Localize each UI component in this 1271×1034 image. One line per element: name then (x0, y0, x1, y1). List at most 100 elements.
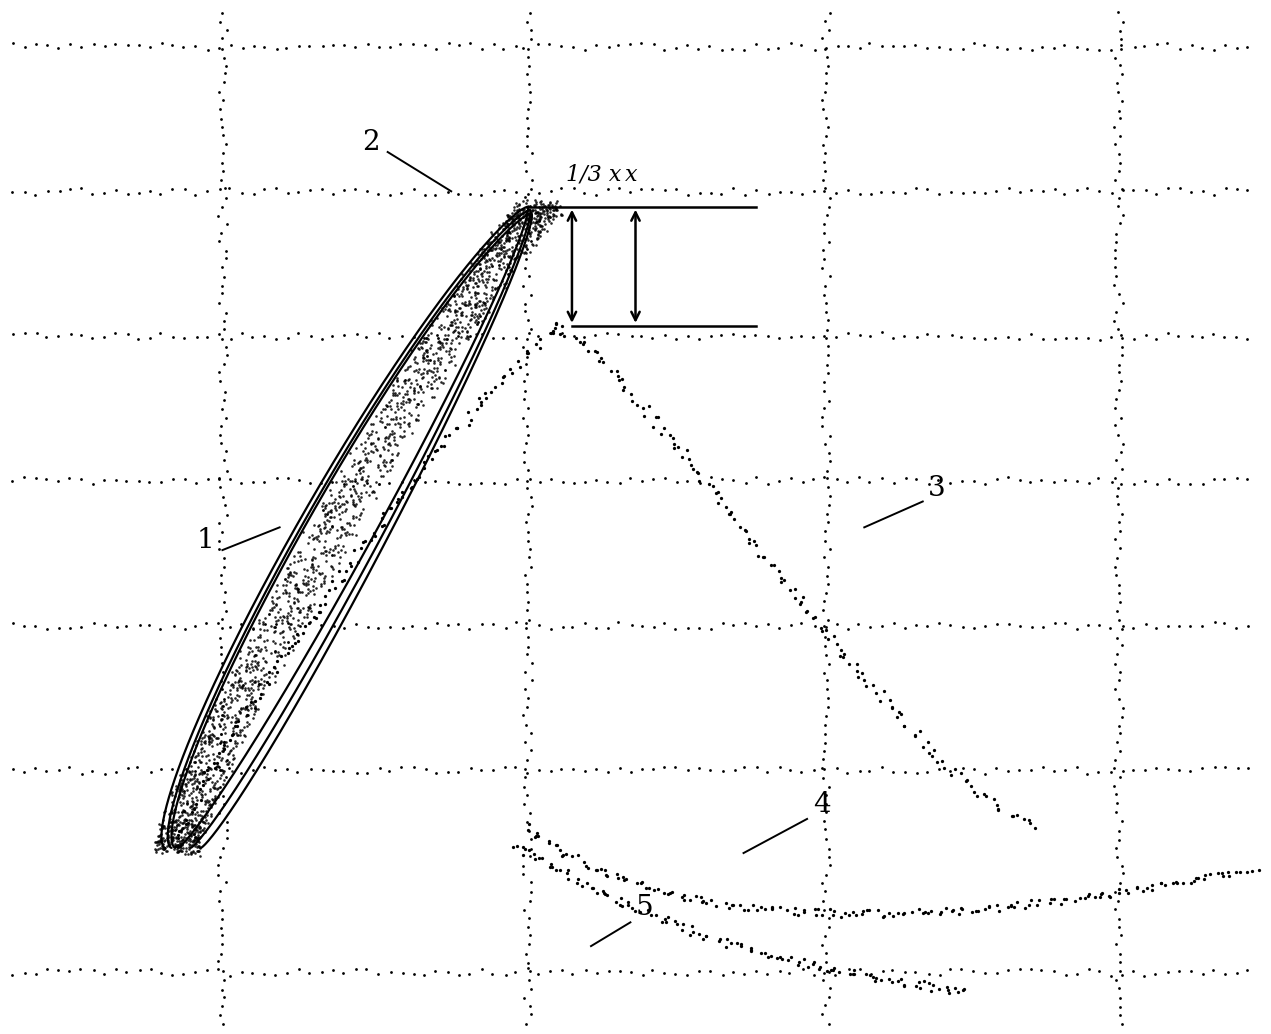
Point (477, 271, 497, 287)
Point (343, 478, 364, 494)
Point (815, 883, 835, 900)
Point (211, 926, 231, 943)
Point (285, 630, 305, 646)
Point (361, 435, 381, 452)
Point (517, 344, 538, 361)
Point (323, 542, 343, 558)
Point (161, 783, 182, 799)
Point (266, 615, 286, 632)
Point (815, 638, 835, 655)
Point (426, 473, 446, 489)
Point (918, 617, 938, 634)
Point (253, 613, 273, 630)
Point (379, 394, 399, 410)
Point (202, 732, 222, 749)
Point (545, 315, 566, 332)
Point (491, 250, 511, 267)
Point (173, 815, 193, 831)
Point (333, 538, 353, 554)
Point (275, 640, 295, 657)
Point (296, 577, 316, 594)
Point (529, 213, 549, 230)
Point (175, 779, 196, 795)
Point (423, 355, 444, 371)
Point (346, 466, 366, 483)
Point (521, 884, 541, 901)
Point (1055, 891, 1075, 908)
Point (222, 692, 243, 708)
Point (395, 374, 416, 391)
Point (158, 817, 178, 833)
Point (516, 163, 536, 180)
Point (24, 759, 44, 776)
Point (215, 65, 235, 82)
Point (174, 825, 194, 842)
Point (194, 809, 215, 825)
Point (197, 329, 217, 345)
Point (465, 283, 486, 300)
Point (975, 965, 995, 981)
Point (512, 233, 533, 249)
Point (1014, 811, 1035, 827)
Point (533, 850, 553, 866)
Point (309, 520, 329, 537)
Point (369, 457, 389, 474)
Point (1204, 41, 1224, 58)
Point (369, 325, 389, 341)
Point (524, 209, 544, 225)
Point (468, 271, 488, 287)
Point (431, 349, 451, 366)
Point (1214, 329, 1234, 345)
Point (520, 207, 540, 223)
Point (156, 843, 177, 859)
Point (418, 352, 438, 368)
Point (1111, 620, 1131, 637)
Point (201, 781, 221, 797)
Point (1089, 182, 1110, 199)
Point (1135, 762, 1155, 779)
Point (412, 340, 432, 357)
Point (608, 367, 628, 384)
Point (318, 506, 338, 522)
Point (58, 963, 79, 979)
Point (516, 1016, 536, 1033)
Point (264, 625, 285, 641)
Point (1079, 961, 1099, 977)
Point (520, 842, 540, 858)
Point (1, 473, 22, 489)
Point (493, 235, 513, 251)
Point (409, 468, 430, 485)
Point (397, 393, 417, 409)
Point (278, 569, 299, 585)
Point (428, 352, 449, 368)
Point (153, 838, 173, 854)
Point (287, 544, 308, 560)
Point (217, 673, 238, 690)
Point (632, 473, 652, 489)
Point (211, 638, 231, 655)
Point (614, 872, 634, 888)
Point (586, 343, 606, 360)
Point (820, 656, 840, 672)
Point (193, 743, 214, 760)
Point (719, 507, 740, 523)
Point (444, 286, 464, 303)
Point (257, 632, 277, 648)
Point (887, 905, 907, 921)
Point (524, 846, 544, 862)
Point (885, 614, 905, 631)
Point (501, 214, 521, 231)
Point (813, 183, 834, 200)
Point (170, 779, 191, 795)
Point (473, 247, 493, 264)
Point (1078, 40, 1098, 57)
Point (543, 323, 563, 339)
Point (417, 334, 437, 351)
Point (226, 692, 247, 708)
Point (469, 293, 489, 309)
Point (236, 718, 257, 734)
Point (1218, 863, 1238, 880)
Point (608, 326, 628, 342)
Point (846, 663, 867, 679)
Point (1168, 476, 1188, 492)
